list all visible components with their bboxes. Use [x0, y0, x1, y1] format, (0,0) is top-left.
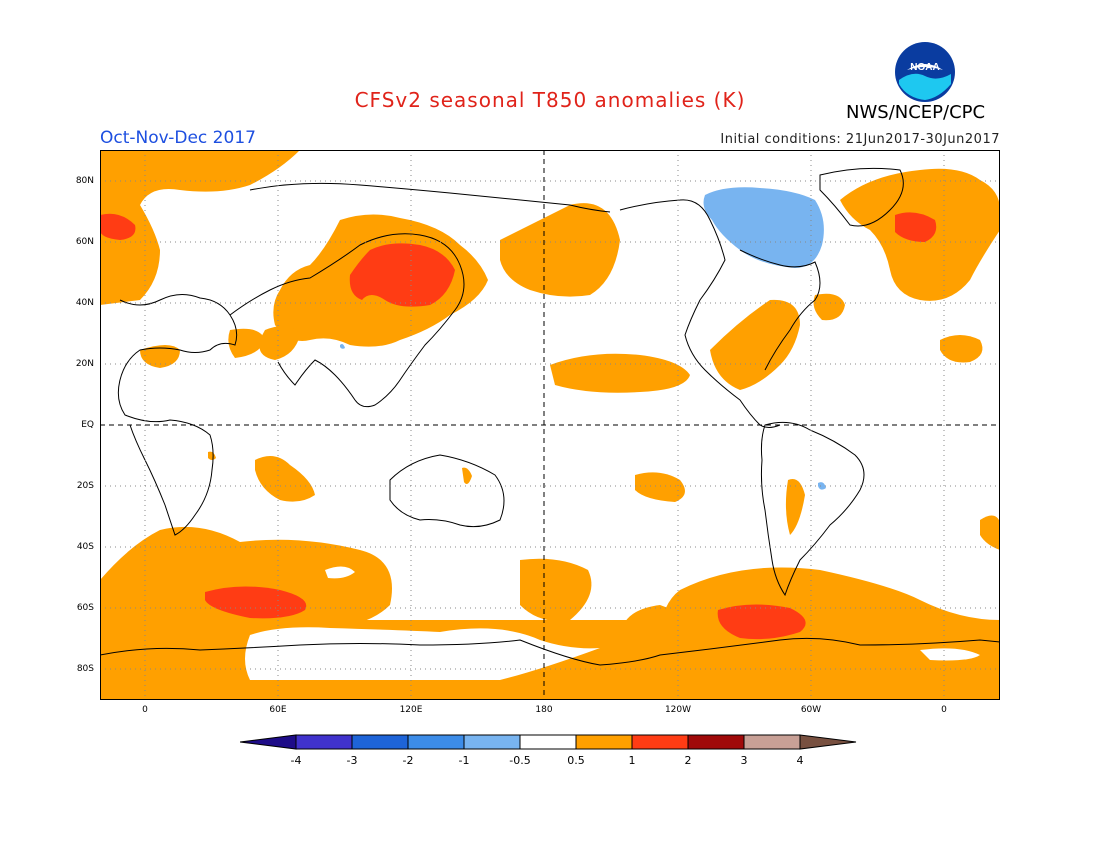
forecast-period: Oct-Nov-Dec 2017: [100, 128, 256, 148]
legend-tick-label: 3: [740, 754, 748, 767]
agency-label: NWS/NCEP/CPC: [846, 102, 986, 123]
legend-swatch: [295, 734, 353, 750]
neutral-regions: [245, 566, 980, 680]
legend-tick-label: -3: [346, 754, 358, 767]
legend-tick-label: 0.5: [567, 754, 585, 767]
lon-label-60e: 60E: [269, 705, 287, 715]
legend-tick-label: 1: [628, 754, 636, 767]
lon-label-120w: 120W: [664, 705, 692, 715]
lat-label-60n: 60N: [75, 237, 94, 247]
initial-conditions: Initial conditions: 21Jun2017-30Jun2017: [720, 132, 1000, 147]
legend-tick-label: -0.5: [509, 754, 531, 767]
legend-swatch: [463, 734, 521, 750]
lat-label-20n: 20N: [75, 359, 94, 369]
lat-label-80s: 80S: [76, 664, 94, 674]
logo-text: NOAA: [910, 62, 939, 73]
legend-swatch: [575, 734, 633, 750]
lat-label-60s: 60S: [76, 603, 94, 613]
noaa-logo-icon: NOAA: [893, 40, 957, 108]
legend-tick-label: -4: [290, 754, 302, 767]
legend-swatch-below-min: [240, 734, 297, 750]
legend-swatch: [351, 734, 409, 750]
lon-label-0-east: 0: [941, 705, 947, 715]
legend-swatch: [407, 734, 465, 750]
legend-tick-label: 4: [796, 754, 804, 767]
lat-label-40s: 40S: [76, 542, 94, 552]
legend-tick-label: -2: [402, 754, 414, 767]
lon-label-0: 0: [142, 705, 148, 715]
lat-label-20s: 20S: [76, 481, 94, 491]
legend-swatch: [687, 734, 745, 750]
legend-swatch: [743, 734, 801, 750]
legend-tick-label: 2: [684, 754, 692, 767]
lon-label-180: 180: [535, 705, 553, 715]
lon-label-120e: 120E: [399, 705, 423, 715]
legend-swatch: [631, 734, 689, 750]
lat-label-40n: 40N: [75, 298, 94, 308]
equator-dateline: [100, 150, 1000, 700]
color-legend: [240, 734, 857, 750]
lat-label-80n: 80N: [75, 176, 94, 186]
cool-anomaly-region: [340, 187, 826, 490]
lon-label-60w: 60W: [800, 705, 822, 715]
strong-warm-anomaly-regions: [100, 212, 937, 640]
map-title: CFSv2 seasonal T850 anomalies (K): [354, 88, 746, 112]
coastlines: [100, 167, 1000, 666]
legend-swatch: [519, 734, 577, 750]
anomaly-map: [100, 150, 1000, 700]
lat-label-eq: EQ: [81, 420, 94, 430]
legend-tick-label: -1: [458, 754, 470, 767]
legend-swatch-above-max: [799, 734, 857, 750]
